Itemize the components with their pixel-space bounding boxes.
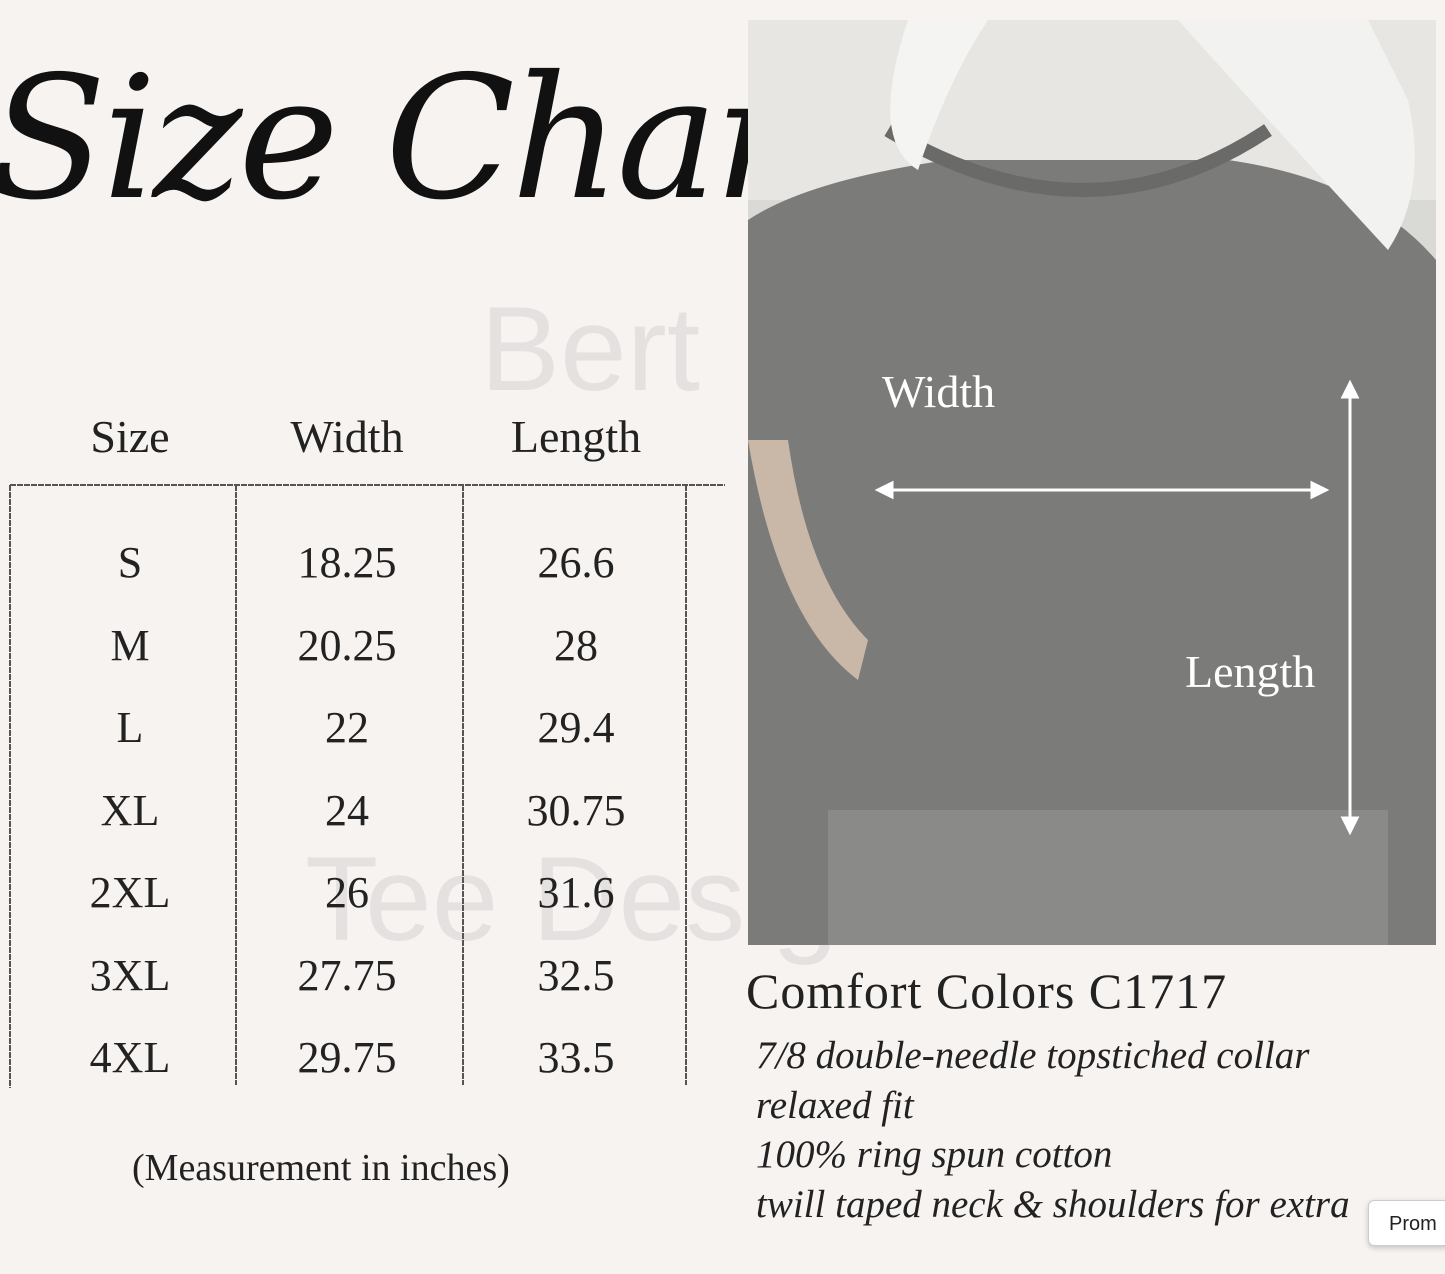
table-cell: XL — [100, 785, 160, 835]
photo: Width Length — [748, 20, 1436, 945]
table-cell: 28 — [554, 620, 598, 670]
table-cell: 27.75 — [297, 950, 397, 1000]
table-cell: 22 — [325, 703, 369, 752]
table-cell: 29.75 — [297, 1033, 397, 1082]
table-cell: 31.6 — [537, 868, 615, 917]
table-cell: 24 — [325, 785, 369, 835]
table-cell: 26.6 — [537, 538, 615, 587]
table-lines — [9, 484, 725, 1088]
feature: twill taped neck & shoulders for extra — [756, 1182, 1350, 1226]
title: Size Chart — [0, 40, 860, 238]
product-name: Comfort Colors C1717 — [746, 963, 1228, 1019]
photo-art — [748, 20, 1436, 945]
width-label: Width — [882, 366, 996, 417]
table-cell: 29.4 — [537, 703, 615, 752]
table-cell: 32.5 — [537, 950, 615, 1000]
column-header: Width — [290, 411, 404, 462]
table-cell: 30.75 — [526, 785, 626, 835]
table-cell: 2XL — [89, 868, 171, 917]
watermark: Bert — [480, 282, 701, 416]
table-cell: L — [116, 703, 144, 752]
feature: 100% ring spun cotton — [756, 1133, 1113, 1176]
table-cell: 4XL — [89, 1033, 171, 1082]
table-cell: S — [117, 538, 143, 587]
tooltip[interactable]: Prom — [1368, 1200, 1445, 1246]
table-cell: 3XL — [89, 950, 171, 1000]
table-cell: 20.25 — [297, 620, 397, 670]
column-header: Length — [510, 411, 642, 462]
table-cell: 18.25 — [297, 538, 397, 587]
feature: relaxed fit — [756, 1083, 914, 1127]
column-header: Size — [90, 411, 170, 462]
feature: 7/8 double-needle topstiched collar — [756, 1034, 1310, 1077]
table-cell: 26 — [325, 868, 369, 917]
length-label: Length — [1185, 646, 1316, 697]
table-cell: 33.5 — [537, 1033, 615, 1082]
table-cell: M — [110, 620, 150, 670]
note: (Measurement in inches) — [132, 1147, 510, 1189]
